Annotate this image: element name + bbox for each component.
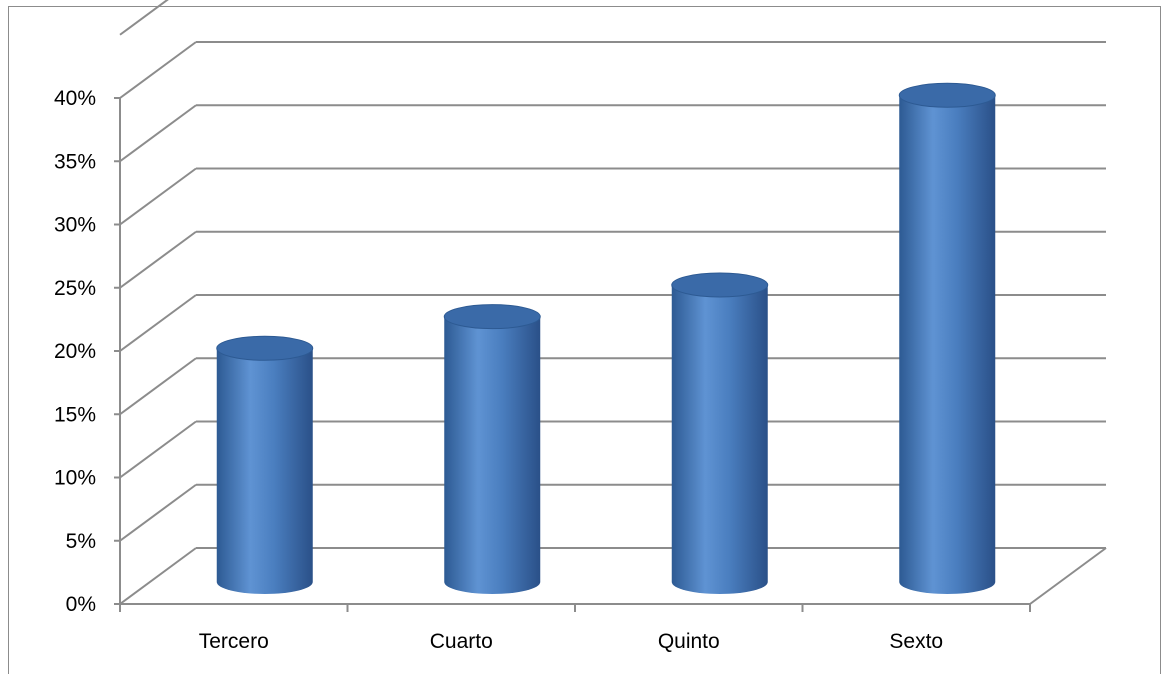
y-tick-label: 5% xyxy=(66,530,96,553)
gridline-side xyxy=(120,169,196,225)
gridline-side xyxy=(120,105,196,161)
y-tick-labels: 0% 5% 10% 15% 20% 25% 30% 35% 40% xyxy=(54,87,96,616)
bar-tercero xyxy=(217,336,313,594)
gridline-side xyxy=(120,422,196,478)
gridline-side xyxy=(120,42,196,98)
gridline-side xyxy=(120,0,196,35)
y-tick-label: 25% xyxy=(54,277,96,300)
x-tick-label: Sexto xyxy=(889,630,943,653)
bar-body xyxy=(444,317,540,594)
bar-body xyxy=(672,285,768,594)
bar-top-cap xyxy=(444,305,540,329)
bar-cuarto xyxy=(444,305,540,594)
x-tick-label: Quinto xyxy=(658,630,720,653)
gridline-side xyxy=(120,358,196,414)
bar-body xyxy=(217,348,313,594)
y-tick-label: 10% xyxy=(54,467,96,490)
bar-top-cap xyxy=(672,273,768,297)
bar-top-cap xyxy=(217,336,313,360)
y-tick-label: 40% xyxy=(54,87,96,110)
bar-sexto xyxy=(899,83,995,594)
gridline-side xyxy=(120,485,196,541)
gridline-side xyxy=(120,548,196,604)
bars xyxy=(217,83,996,594)
y-tick-label: 0% xyxy=(66,593,96,616)
y-tick-label: 35% xyxy=(54,150,96,173)
y-tick-label: 30% xyxy=(54,214,96,237)
floor-edge xyxy=(1030,548,1106,604)
gridline-side xyxy=(120,232,196,288)
bar-quinto xyxy=(672,273,768,594)
gridline-side xyxy=(120,295,196,351)
x-tick-label: Cuarto xyxy=(430,630,493,653)
y-tick-label: 15% xyxy=(54,403,96,426)
x-tick-labels: Tercero Cuarto Quinto Sexto xyxy=(199,630,943,653)
bar-top-cap xyxy=(899,83,995,107)
x-tick-label: Tercero xyxy=(199,630,269,653)
bar-body xyxy=(899,95,995,594)
y-tick-label: 20% xyxy=(54,340,96,363)
